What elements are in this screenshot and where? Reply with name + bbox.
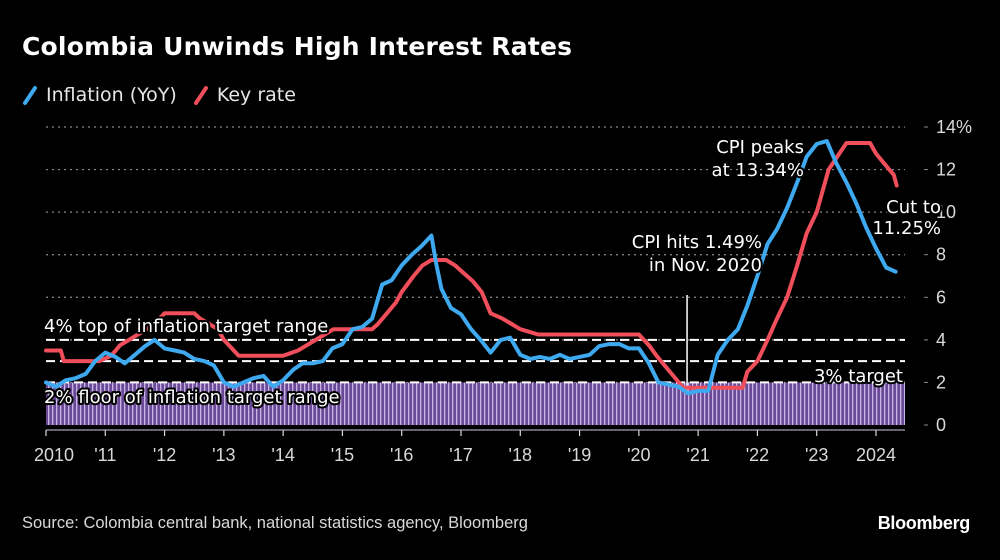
legend-swatch-key-rate-icon (193, 86, 208, 105)
legend-label-inflation: Inflation (YoY) (46, 84, 177, 106)
x-tick-label: 2010 (34, 445, 74, 465)
x-tick-label: '13 (212, 445, 235, 465)
chart-title: Colombia Unwinds High Interest Rates (22, 32, 573, 61)
annotation-rate-cut-line: 11.25% (872, 218, 941, 239)
y-tick-label: 4 (936, 330, 946, 350)
series-line-inflation-yoy (44, 139, 898, 396)
y-tick-label: 6 (936, 287, 946, 307)
label-4pct-top-range-line: 4% top of inflation target range (44, 316, 328, 337)
label-3pct-target: 3% target (814, 366, 903, 387)
y-tick-label: 14% (936, 117, 972, 137)
label-2pct-floor-range-line: 2% floor of inflation target range (44, 387, 340, 408)
annotation-cpi-peak: CPI peaks at 13.34% (712, 137, 804, 181)
x-tick-label: '16 (390, 445, 413, 465)
x-tick-label: '12 (153, 445, 176, 465)
annotation-cpi-low-line: CPI hits 1.49% (632, 232, 762, 253)
x-tick-label: '15 (331, 445, 354, 465)
x-tick-label: '18 (509, 445, 532, 465)
legend: Inflation (YoY) Key rate (22, 84, 312, 106)
x-tick-label: '22 (746, 445, 769, 465)
x-tick-label: '11 (94, 445, 116, 465)
label-3pct-target-line: 3% target (814, 366, 903, 387)
label-2pct-floor-range: 2% floor of inflation target range (44, 387, 340, 408)
bloomberg-logo: Bloomberg (877, 513, 971, 533)
target-floor-band (46, 382, 905, 425)
x-tick-label: '19 (568, 445, 591, 465)
annotation-cpi-low-line: in Nov. 2020 (649, 255, 762, 276)
x-tick-label: '23 (805, 445, 828, 465)
annotation-rate-cut: Cut to 11.25% (872, 197, 941, 239)
legend-swatch-inflation-icon (23, 86, 37, 105)
y-tick-label: 12 (936, 160, 956, 180)
series-line-key-rate (44, 141, 899, 390)
legend-label-key-rate: Key rate (216, 84, 296, 106)
x-tick-label: 2024 (856, 445, 896, 465)
annotation-cpi-peak-line: CPI peaks (716, 137, 804, 158)
x-tick-label: '17 (449, 445, 472, 465)
x-tick-label: '20 (627, 445, 650, 465)
y-tick-label: 2 (936, 372, 946, 392)
legend-item-inflation: Inflation (YoY) (22, 84, 177, 106)
annotation-rate-cut-line: Cut to (886, 197, 941, 218)
legend-item-key-rate: Key rate (193, 84, 296, 106)
x-tick-label: '21 (686, 445, 709, 465)
annotation-cpi-peak-line: at 13.34% (712, 160, 804, 181)
label-4pct-top-range: 4% top of inflation target range (44, 316, 328, 337)
y-tick-label: 0 (936, 415, 946, 435)
y-tick-label: 8 (936, 245, 946, 265)
x-tick-label: '14 (271, 445, 294, 465)
source-note: Source: Colombia central bank, national … (22, 514, 528, 532)
annotation-cpi-low: CPI hits 1.49% in Nov. 2020 (632, 232, 762, 276)
y-tick-label: 10 (936, 202, 956, 222)
